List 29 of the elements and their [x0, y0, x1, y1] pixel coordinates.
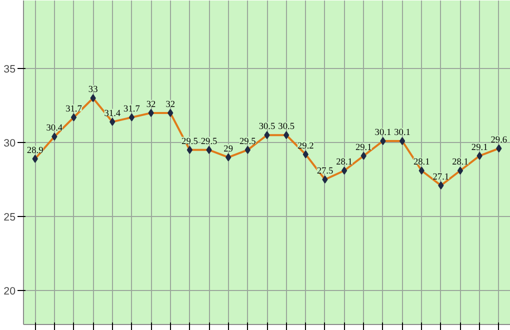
data-label: 28.1: [336, 158, 353, 168]
data-label: 30.4: [46, 124, 63, 134]
data-label: 29: [224, 144, 234, 154]
data-label: 29.1: [471, 142, 488, 153]
data-label: 29.6: [490, 135, 508, 146]
data-label: 27.1: [432, 172, 450, 182]
y-tick-label: 25: [4, 212, 16, 224]
data-label: 32: [146, 100, 156, 110]
data-label: 30.1: [394, 128, 411, 138]
data-label: 32: [166, 100, 176, 110]
data-label: 28.9: [26, 146, 44, 156]
data-label: 33: [88, 85, 98, 96]
data-label: 27.5: [316, 166, 334, 177]
data-label: 29.5: [200, 136, 218, 147]
data-label: 31.7: [124, 104, 140, 114]
data-label: 30.5: [278, 122, 295, 132]
y-tick-label: 35: [4, 64, 16, 76]
y-tick-label: 30: [4, 138, 16, 150]
data-label: 29.5: [182, 136, 198, 147]
data-label: 29.5: [240, 136, 256, 147]
data-label: 29.1: [355, 142, 372, 153]
data-label: 31.7: [66, 104, 82, 114]
data-label: 31.4: [104, 108, 121, 119]
data-label: 30.5: [258, 122, 276, 132]
y-tick-label: 20: [4, 285, 16, 298]
data-label: 30.1: [374, 128, 392, 138]
data-label: 28.1: [413, 158, 430, 168]
data-label: 29.2: [297, 141, 314, 152]
data-label: 28.1: [452, 158, 469, 168]
